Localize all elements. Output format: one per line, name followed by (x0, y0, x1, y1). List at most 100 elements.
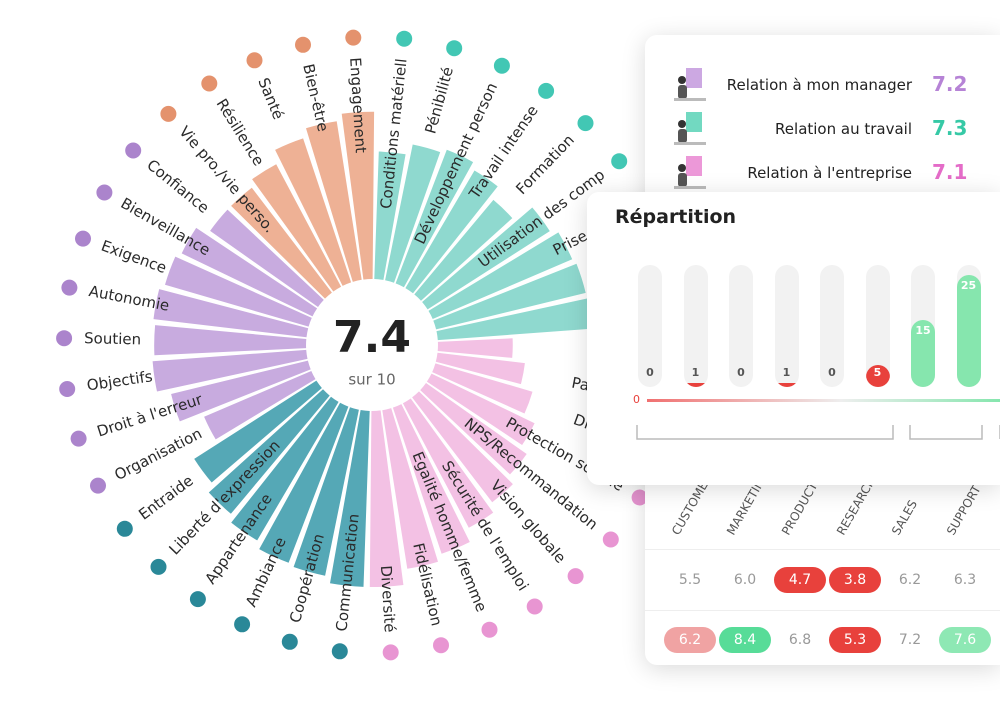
segment-label: Fidélisation (409, 541, 445, 627)
segment-dot (56, 330, 73, 347)
relation-score: 7.2 (932, 72, 968, 96)
icon-body (678, 129, 687, 143)
table-cell: 7.2 (898, 632, 922, 648)
icon-panel (686, 156, 702, 176)
bar-track (774, 265, 799, 387)
segment (432, 363, 533, 414)
segment-dot (538, 82, 555, 99)
table-cell: 6.0 (733, 572, 757, 588)
segment-label: Soutien (84, 329, 141, 348)
relation-score: 7.3 (932, 116, 968, 140)
relation-label: Relation au travail (775, 120, 912, 138)
table-cell: 6.8 (788, 632, 812, 648)
segment (433, 263, 586, 330)
segment (259, 402, 349, 563)
table-cell: 5.3 (829, 627, 881, 653)
segment (374, 151, 406, 280)
segment-dot (433, 637, 449, 654)
segment-label: Organisation (111, 424, 204, 484)
segment (428, 232, 573, 319)
relation-icon (674, 112, 706, 145)
bar-label: 15 (915, 323, 931, 337)
bar-label: 0 (646, 366, 654, 379)
segment-label: Objectifs (86, 367, 154, 394)
brackets (636, 425, 1000, 440)
segment (402, 398, 494, 528)
relation-label: Relation à mon manager (726, 76, 912, 94)
segment (385, 144, 441, 283)
segment (181, 227, 318, 317)
bar-track (729, 265, 753, 387)
column-header: SUPPORT (943, 482, 984, 538)
segment (426, 373, 535, 445)
segment-label: Exigence (99, 237, 169, 277)
segment (293, 407, 359, 576)
segment-dot (75, 230, 91, 247)
table-cell: 6.3 (953, 572, 977, 588)
segment-dot (577, 115, 594, 132)
segment-label: Engagement (346, 57, 370, 154)
segment-dot (150, 558, 167, 575)
distribution-card: Répartition 0 1 0 1 0 5 15 25 0 (587, 192, 1000, 485)
segment-dot (234, 616, 251, 633)
segment-dot (201, 75, 218, 92)
bar (774, 382, 799, 387)
segment (306, 121, 362, 282)
bar-label: 1 (782, 366, 791, 379)
segment (252, 164, 342, 292)
icon-desk (674, 142, 706, 145)
bar-label: 5 (873, 366, 882, 379)
table-cell: 3.8 (829, 567, 881, 593)
segment-dot (59, 381, 76, 397)
segment (392, 404, 470, 554)
table-cell: 4.7 (774, 567, 826, 593)
segment-label: Bien-être (299, 62, 332, 133)
segment-dot (125, 142, 142, 159)
segment-dot (96, 184, 113, 201)
relation-icon (674, 68, 706, 101)
bar (911, 319, 935, 387)
segment-dot (493, 57, 510, 74)
table-cell: 7.6 (939, 627, 991, 653)
bar-track (820, 265, 844, 387)
segment (204, 371, 316, 440)
segment-dot (611, 153, 628, 170)
icon-head (678, 164, 686, 172)
segment (210, 209, 324, 307)
segment-label: Pénibilité (421, 65, 457, 136)
segment (208, 389, 330, 514)
relation-label: Relation à l'entreprise (747, 164, 912, 182)
icon-body (678, 85, 687, 99)
bar-label: 1 (691, 366, 700, 379)
relation-icon (674, 156, 706, 189)
segment-label: Diversité (377, 565, 399, 633)
segment (330, 410, 370, 587)
icon-panel (686, 68, 702, 88)
segment (420, 383, 527, 475)
segment (369, 410, 404, 588)
icon-head (678, 120, 686, 128)
segment (405, 170, 498, 294)
center-caption: sur 10 (348, 371, 395, 389)
segment (437, 338, 513, 358)
icon-desk (674, 186, 706, 189)
icon-desk (674, 98, 706, 101)
segment-dot (567, 568, 584, 585)
segment-dot (345, 29, 362, 46)
bar-track (956, 265, 981, 387)
relation-score: 7.1 (932, 160, 968, 184)
table-cell: 8.4 (719, 627, 771, 653)
row-divider (645, 610, 1000, 611)
center-score: 7.4 (333, 312, 411, 363)
segment (231, 396, 339, 541)
center-disc (310, 283, 434, 407)
gradient-scale (647, 399, 1000, 402)
segment-dot (602, 531, 619, 548)
segment-dot (631, 489, 648, 506)
bar-track (638, 265, 662, 387)
bar-label: 0 (828, 366, 836, 379)
segment-dot (70, 430, 87, 447)
